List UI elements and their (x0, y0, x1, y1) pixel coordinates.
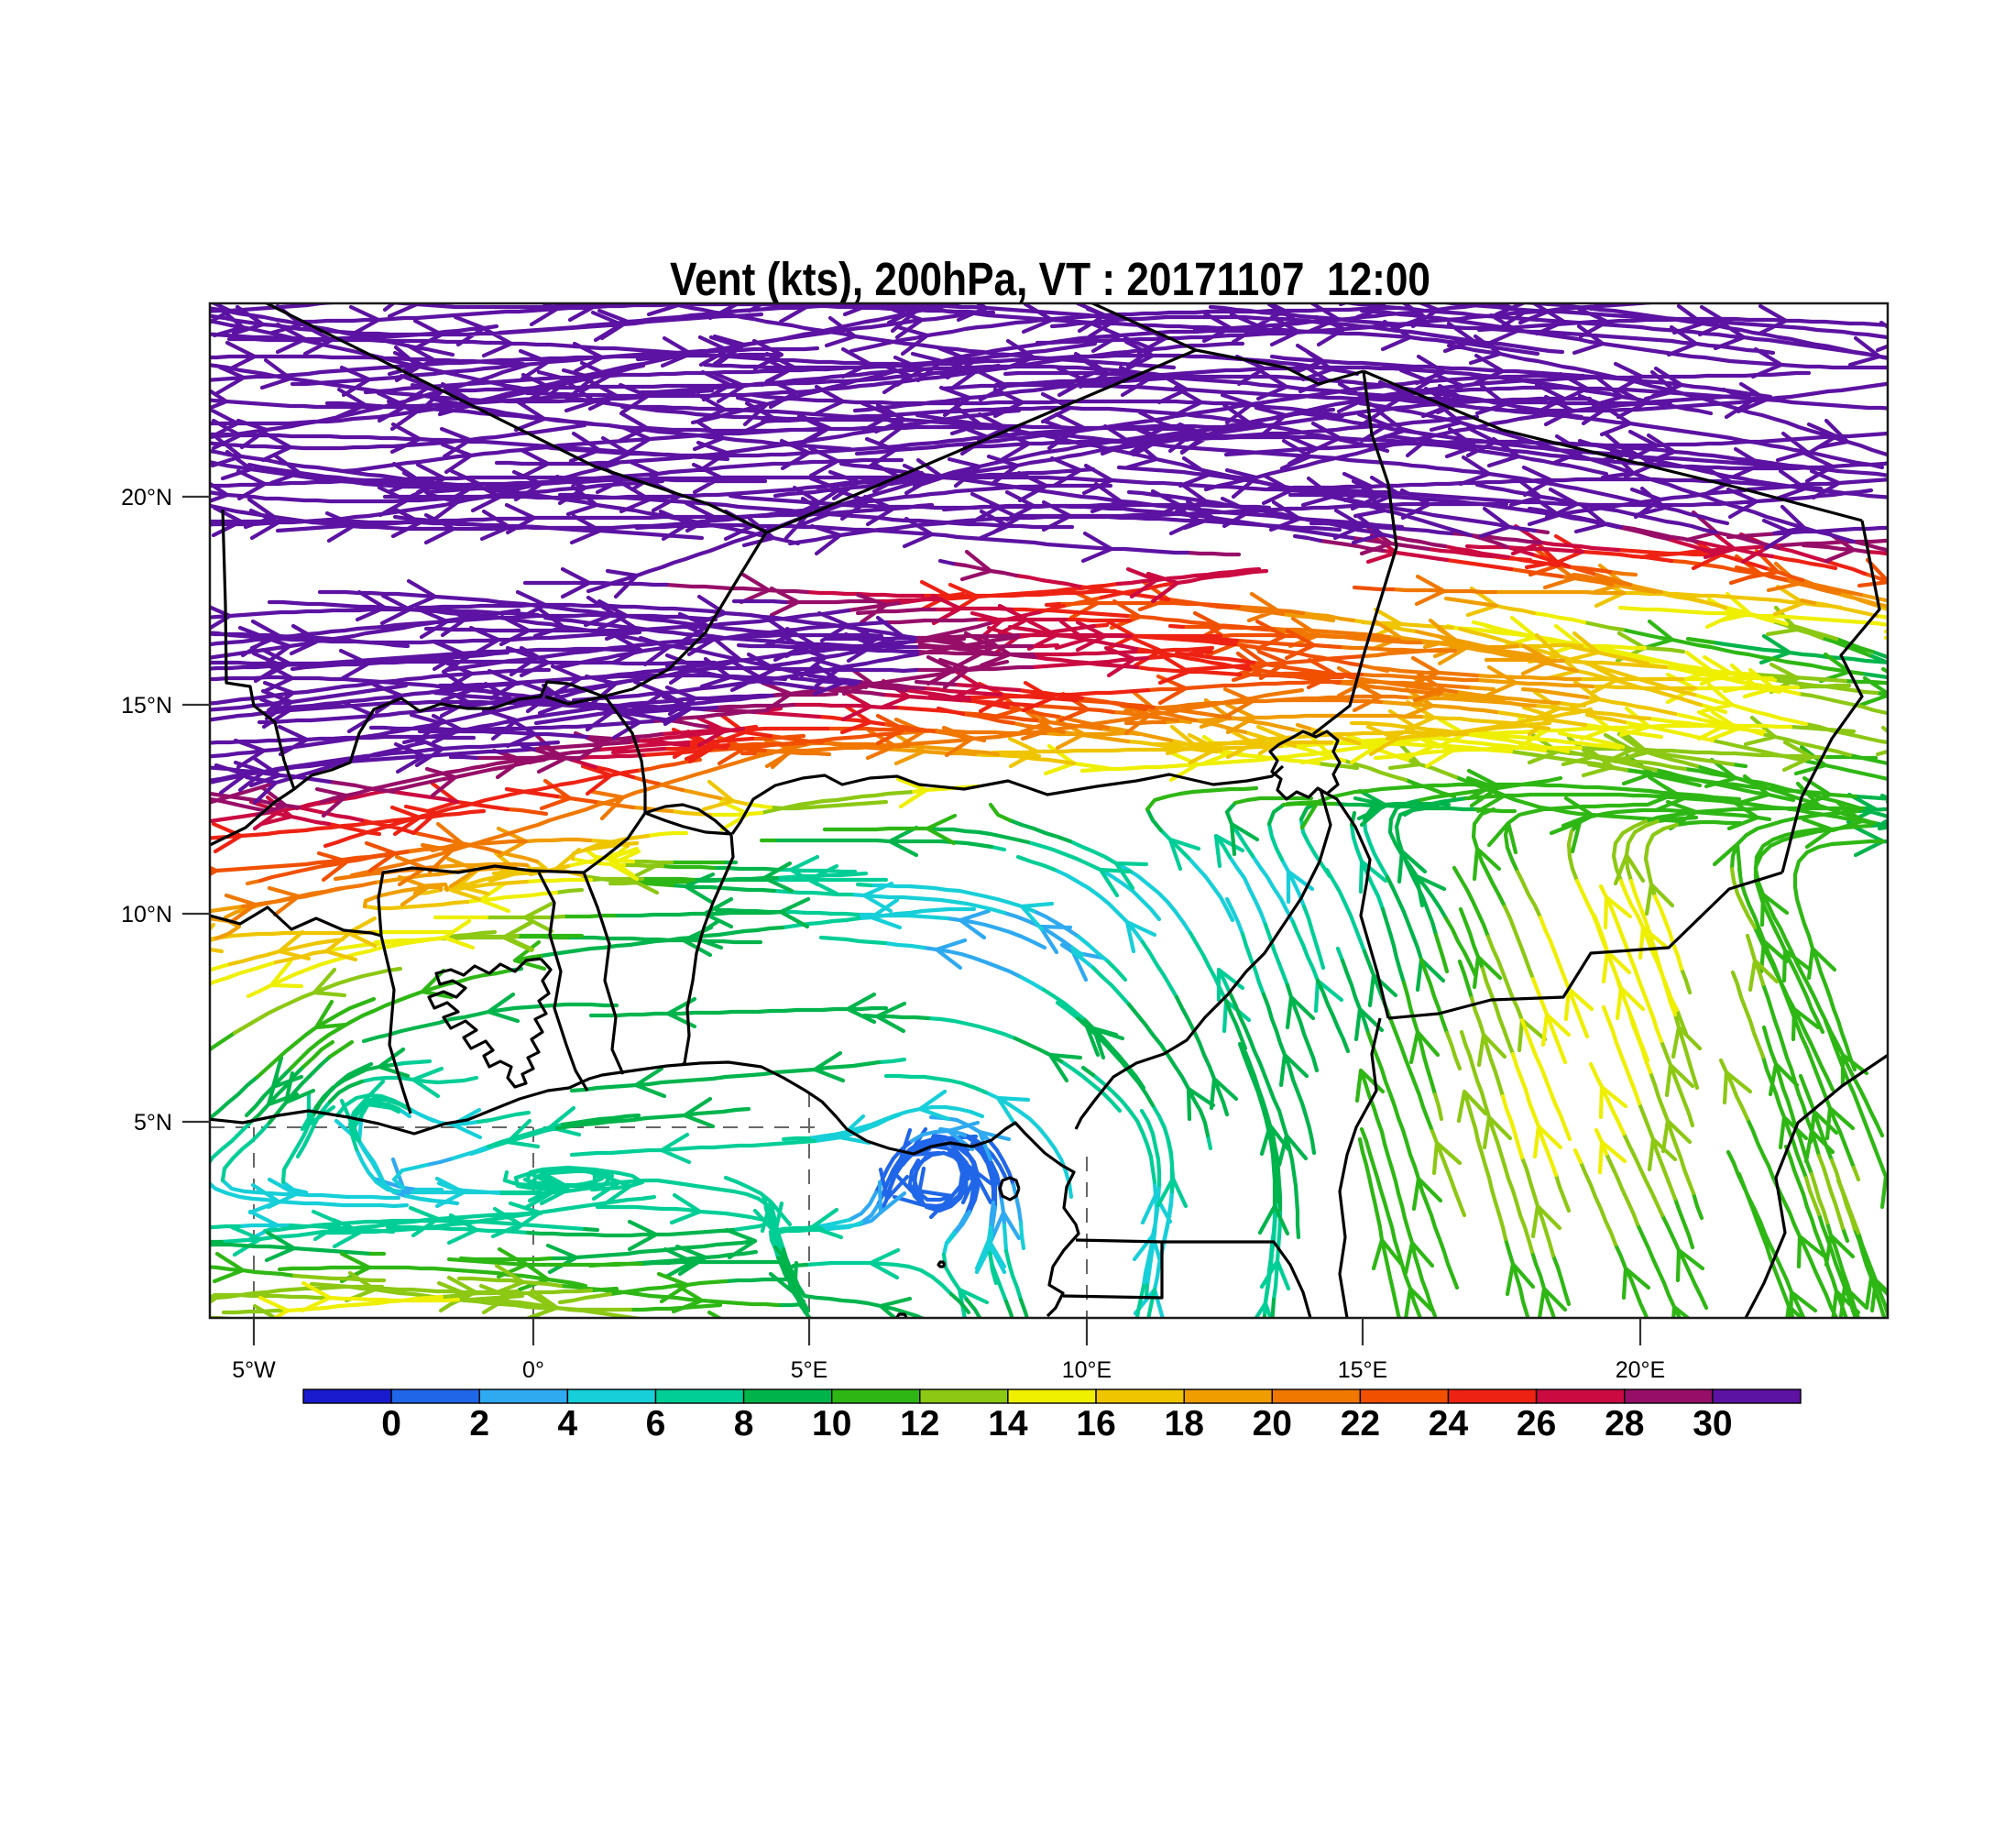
svg-text:22: 22 (1341, 1404, 1380, 1443)
svg-text:16: 16 (1076, 1404, 1115, 1443)
svg-text:8: 8 (734, 1404, 754, 1443)
svg-text:18: 18 (1165, 1404, 1204, 1443)
svg-text:12: 12 (900, 1404, 939, 1443)
svg-text:0°: 0° (522, 1357, 544, 1383)
svg-text:0: 0 (381, 1404, 401, 1443)
svg-text:Vent (kts), 200hPa, VT : 20171: Vent (kts), 200hPa, VT : 20171107 12:00 (670, 253, 1430, 305)
svg-text:30: 30 (1693, 1404, 1732, 1443)
svg-text:26: 26 (1517, 1404, 1556, 1443)
svg-text:24: 24 (1429, 1404, 1469, 1443)
svg-text:10°N: 10°N (121, 902, 172, 927)
svg-text:28: 28 (1605, 1404, 1644, 1443)
svg-text:10: 10 (812, 1404, 851, 1443)
svg-text:6: 6 (646, 1404, 666, 1443)
svg-text:15°E: 15°E (1338, 1357, 1387, 1383)
svg-text:10°E: 10°E (1062, 1357, 1112, 1383)
svg-text:20°E: 20°E (1616, 1357, 1665, 1383)
svg-text:5°E: 5°E (791, 1357, 828, 1383)
svg-text:15°N: 15°N (121, 693, 172, 719)
svg-text:4: 4 (558, 1404, 578, 1443)
svg-text:2: 2 (469, 1404, 489, 1443)
svg-text:5°W: 5°W (232, 1357, 276, 1383)
svg-text:20: 20 (1253, 1404, 1292, 1443)
svg-text:20°N: 20°N (121, 485, 172, 510)
svg-text:5°N: 5°N (134, 1110, 172, 1136)
svg-text:14: 14 (988, 1404, 1028, 1443)
